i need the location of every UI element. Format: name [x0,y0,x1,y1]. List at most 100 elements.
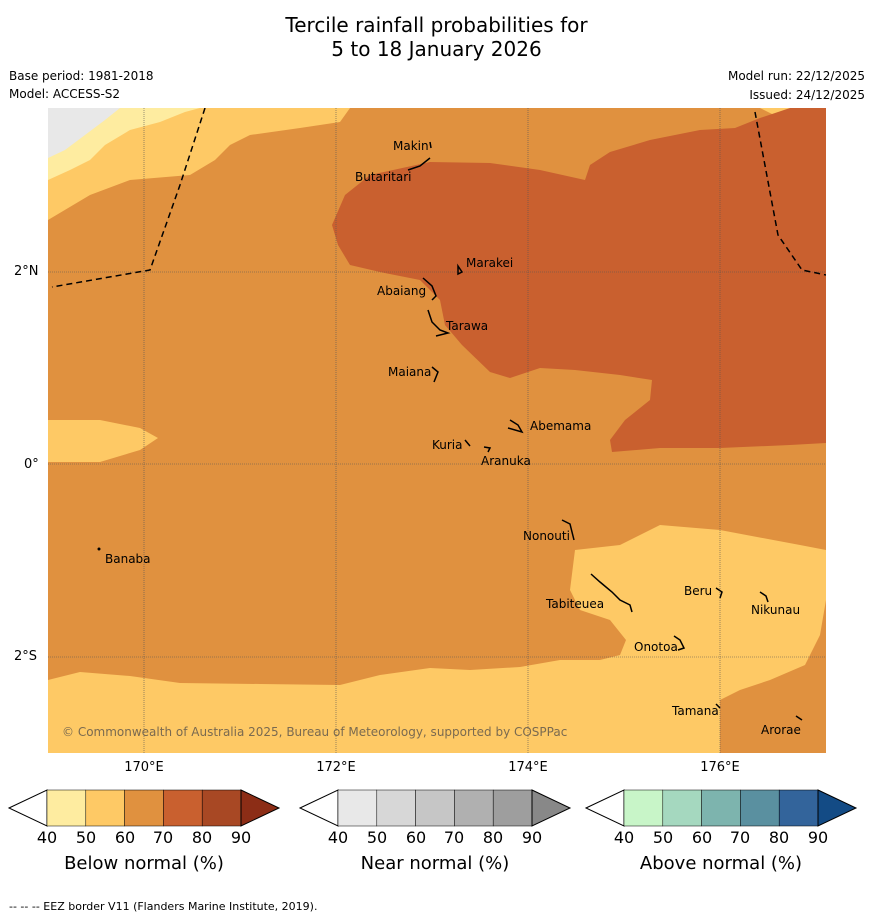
label-banaba: Banaba [105,552,151,566]
cb1-tick-90: 90 [230,828,252,847]
island-nonouti [561,519,575,541]
map-area: Makin Butaritari Marakei Abaiang Tarawa … [48,108,826,753]
cb1-bin-70-80 [163,789,203,827]
label-aranuka: Aranuka [481,454,531,468]
island-marakei [457,263,464,276]
cb1-bin-50-60 [85,789,125,827]
island-banaba [97,547,101,551]
lat-label-2n: 2°N [14,264,39,279]
cb2-tick-70: 70 [443,828,465,847]
cb2-bin-70-80 [454,789,494,827]
island-nikunau [759,591,769,603]
label-tarawa: Tarawa [445,319,488,333]
lat-label-2s: 2°S [14,649,38,664]
cb3-bin-60-70 [701,789,741,827]
cb2-high-extend [531,789,572,827]
cb2-bin-40-50 [337,789,378,827]
eez-footnote: -- -- -- EEZ border V11 (Flanders Marine… [9,900,318,913]
label-tabiteuea: Tabiteuea [545,597,604,611]
lon-label-174e: 174°E [508,760,548,775]
island-butaritari [407,157,431,171]
colorbar-above-normal [584,789,858,827]
lon-label-172e: 172°E [316,760,356,775]
island-makin [429,141,432,149]
cb3-tick-50: 50 [652,828,674,847]
cb1-tick-60: 60 [114,828,136,847]
map-title-line1: Tercile rainfall probabilities for [285,13,588,37]
label-makin: Makin [393,139,429,153]
label-abaiang: Abaiang [377,284,426,298]
island-outlines [97,141,803,721]
cb3-title: Above normal (%) [639,853,803,874]
cb1-high-extend [240,789,281,827]
lon-label-170e: 170°E [124,760,164,775]
island-maiana [431,366,439,383]
base-period: Base period: 1981-2018 [9,69,154,83]
cb3-bin-70-80 [740,789,780,827]
island-aranuka [483,446,492,453]
cb1-tick-50: 50 [75,828,97,847]
cb3-tick-70: 70 [729,828,751,847]
label-butaritari: Butaritari [355,170,412,184]
island-kuria [464,439,471,447]
cb3-low-extend [584,789,625,827]
place-labels: Makin Butaritari Marakei Abaiang Tarawa … [105,139,801,737]
label-nikunau: Nikunau [751,603,800,617]
cb1-bin-60-70 [124,789,164,827]
cb3-tick-80: 80 [768,828,790,847]
cb3-tick-90: 90 [807,828,829,847]
region-below-50-60-nw [48,108,350,220]
label-kuria: Kuria [432,438,463,452]
label-beru: Beru [684,584,712,598]
cb3-bin-50-60 [662,789,702,827]
colorbar-below-normal [7,789,281,827]
island-beru [715,587,723,599]
cb2-tick-50: 50 [366,828,388,847]
model-name: Model: ACCESS-S2 [9,87,121,101]
lon-label-176e: 176°E [700,760,740,775]
cb2-bin-60-70 [415,789,455,827]
graticule [48,108,826,753]
region-near-normal-nw [48,108,120,158]
label-tamana: Tamana [671,704,719,718]
cb3-bin-40-50 [623,789,664,827]
cb3-bin-80-90 [778,789,819,827]
cb1-tick-40: 40 [36,828,58,847]
model-run: Model run: 22/12/2025 [727,69,865,83]
map-title-line2: 5 to 18 January 2026 [331,37,542,61]
label-onotoa: Onotoa [634,640,678,654]
cb2-low-extend [298,789,339,827]
cb3-tick-40: 40 [613,828,635,847]
island-abaiang [422,277,437,301]
cb3-high-extend [817,789,858,827]
cb1-bin-40-50 [46,789,87,827]
island-arorae [795,715,803,721]
region-below-70-80 [332,108,826,452]
cb2-tick-80: 80 [482,828,504,847]
cb2-tick-40: 40 [327,828,349,847]
eez-border [51,108,826,288]
cb1-tick-80: 80 [191,828,213,847]
island-abemama [507,419,524,434]
region-below-50-60-south [48,525,826,753]
cb1-tick-70: 70 [152,828,174,847]
cb2-tick-60: 60 [405,828,427,847]
colorbar-near-normal [298,789,572,827]
island-tarawa [427,309,451,337]
cb2-title: Near normal (%) [360,853,510,874]
label-marakei: Marakei [466,256,513,270]
cb1-bin-80-90 [201,789,242,827]
island-tabiteuea [590,573,633,613]
cb2-tick-90: 90 [521,828,543,847]
cb1-low-extend [7,789,48,827]
cb2-bin-80-90 [492,789,533,827]
region-below-50-60-west [48,420,158,462]
copyright-notice: © Commonwealth of Australia 2025, Bureau… [62,725,567,739]
cb1-title: Below normal (%) [64,853,224,874]
cb3-tick-60: 60 [691,828,713,847]
label-nonouti: Nonouti [523,529,570,543]
issued-date: Issued: 24/12/2025 [749,88,865,102]
label-maiana: Maiana [388,365,431,379]
label-abemama: Abemama [530,419,591,433]
